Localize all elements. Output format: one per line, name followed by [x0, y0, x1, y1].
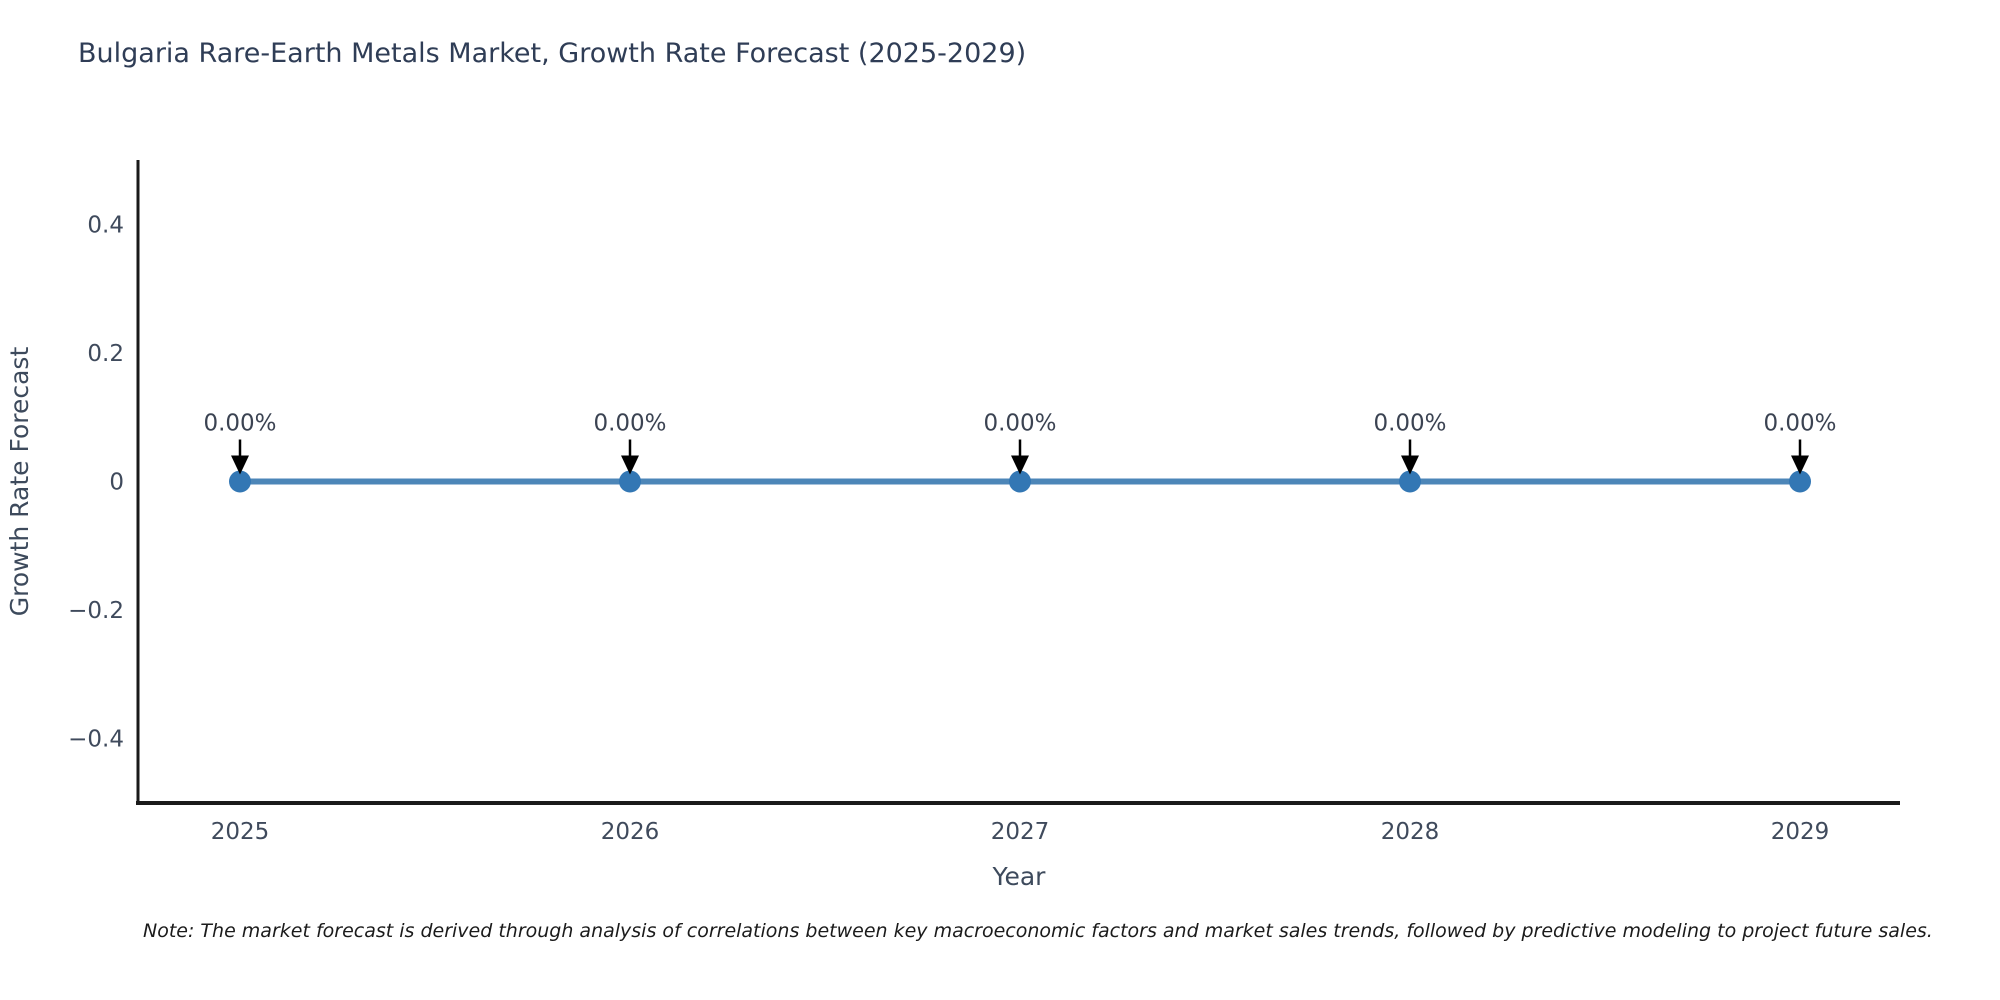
y-axis-tick-label: −0.4	[68, 727, 124, 753]
x-axis-title: Year	[992, 862, 1047, 891]
y-axis-title: Growth Rate Forecast	[5, 347, 34, 617]
annotation-label: 0.00%	[983, 411, 1056, 437]
x-axis-tick-label: 2025	[211, 819, 270, 845]
y-axis-tick-label: −0.2	[68, 598, 124, 624]
annotation-label: 0.00%	[593, 411, 666, 437]
annotation-arrow-head	[621, 455, 639, 475]
annotation-arrow-head	[1401, 455, 1419, 475]
data-point-marker	[1399, 470, 1421, 493]
x-axis-tick-label: 2028	[1381, 819, 1440, 845]
annotation-arrow-head	[1791, 455, 1809, 475]
y-axis-tick-label: 0.4	[87, 212, 124, 238]
y-axis-tick-label: 0	[109, 470, 124, 496]
x-axis-tick-label: 2027	[991, 819, 1050, 845]
annotation-label: 0.00%	[1763, 411, 1836, 437]
data-point-marker	[1009, 470, 1031, 493]
annotation-label: 0.00%	[1373, 411, 1446, 437]
x-axis-tick-label: 2026	[601, 819, 660, 845]
chart-note: Note: The market forecast is derived thr…	[143, 920, 1933, 942]
data-point-marker	[619, 470, 641, 493]
x-axis-tick-label: 2029	[1771, 819, 1830, 845]
annotation-label: 0.00%	[203, 411, 276, 437]
annotation-arrow-head	[1011, 455, 1029, 475]
annotation-arrow-head	[231, 455, 249, 475]
y-axis-tick-label: 0.2	[87, 341, 124, 367]
chart-title: Bulgaria Rare-Earth Metals Market, Growt…	[78, 38, 1027, 69]
data-point-marker	[229, 470, 251, 493]
data-point-marker	[1789, 470, 1811, 493]
